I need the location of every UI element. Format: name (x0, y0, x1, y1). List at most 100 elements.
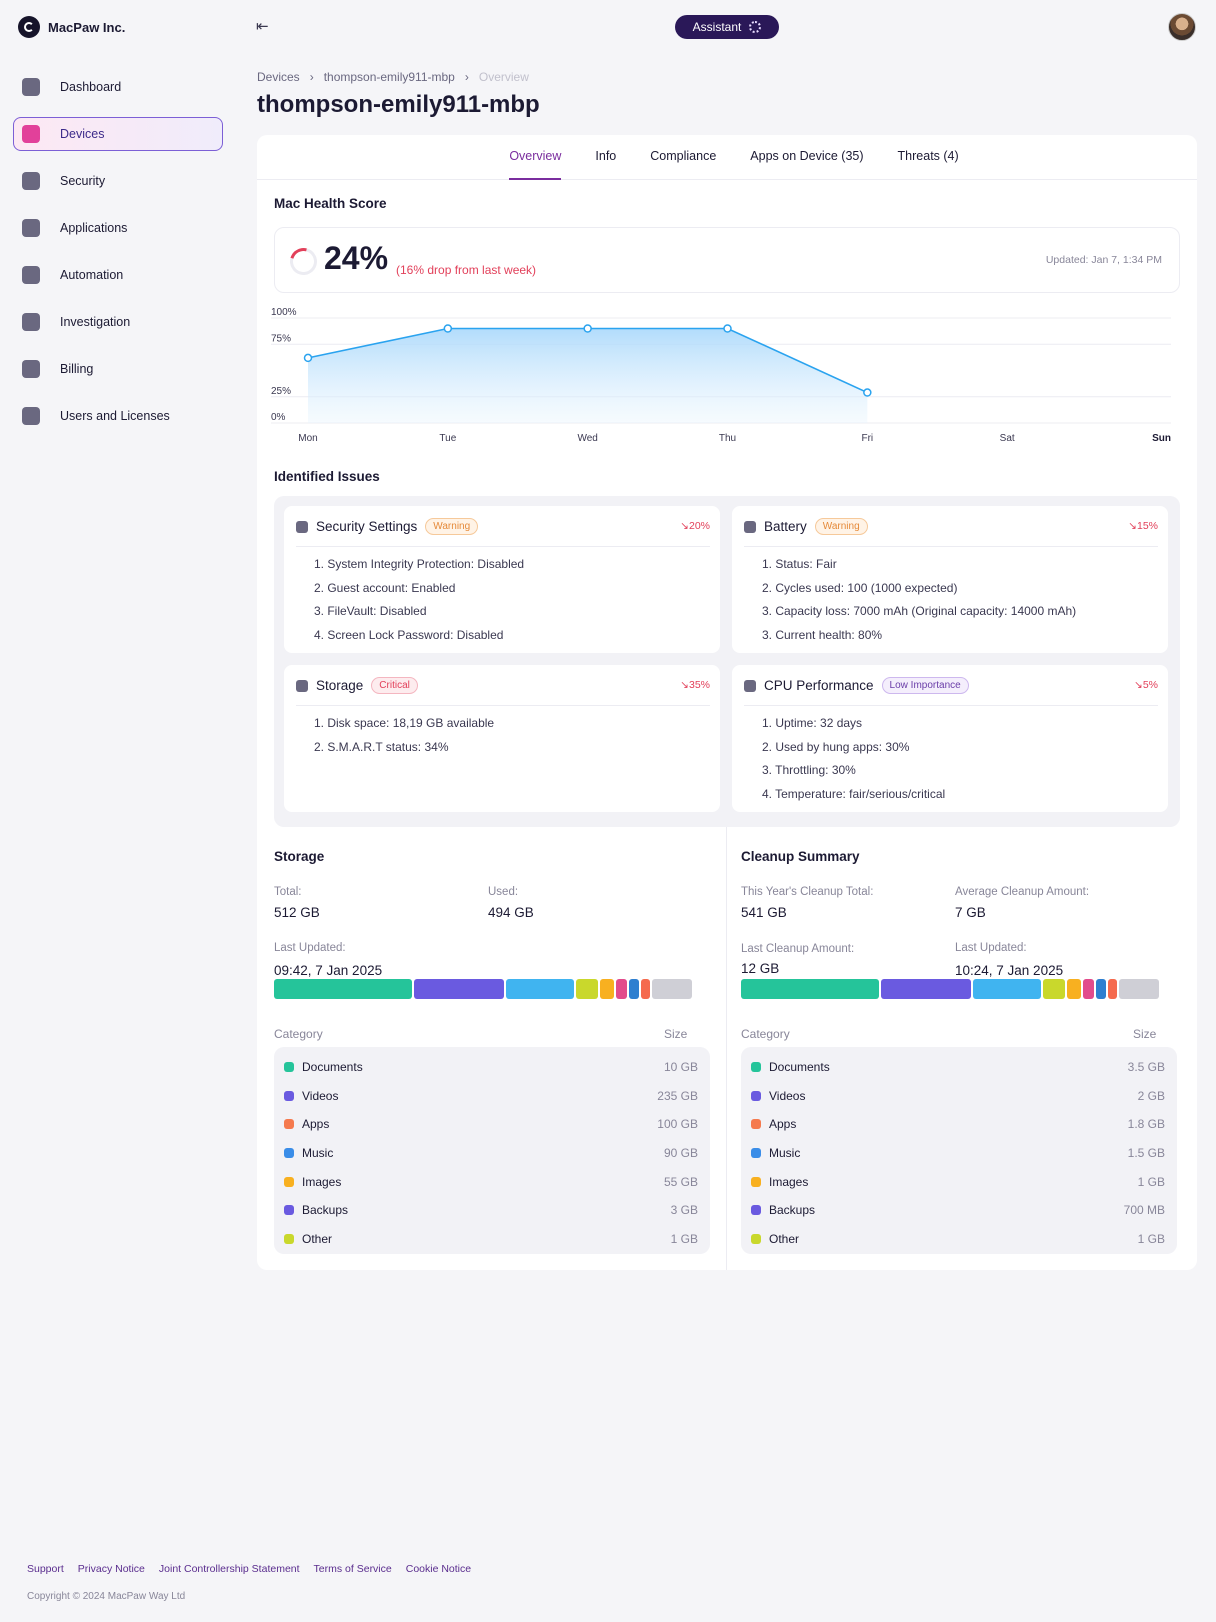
assistant-label: Assistant (692, 20, 742, 34)
cpu-icon (744, 679, 756, 692)
category-color-swatch (751, 1062, 761, 1073)
tab-bar: Overview Info Compliance Apps on Device … (257, 135, 1197, 180)
data-point[interactable] (723, 324, 732, 333)
breadcrumb-current: Overview (478, 70, 529, 84)
category-name: Backups (769, 1203, 816, 1218)
category-name: Documents (302, 1060, 363, 1075)
data-point[interactable] (583, 324, 592, 333)
list-item: 2. S.M.A.R.T status: 34% (314, 739, 449, 754)
list-item: 3. Throttling: 30% (762, 763, 856, 777)
category-name: Videos (769, 1088, 806, 1103)
list-item: Documents 10 GB (274, 1053, 710, 1082)
list-item: 4. Screen Lock Password: Disabled (314, 627, 504, 642)
collapse-sidebar-icon[interactable]: ⇤ (256, 18, 269, 35)
tab-overview[interactable]: Overview (509, 135, 562, 180)
storage-heading: Storage (274, 849, 325, 864)
issue-trend: ↘20% (680, 520, 710, 532)
cleanup-last-amount: 12 GB (741, 961, 780, 976)
sparkle-icon (749, 21, 762, 33)
list-item: 2. Cycles used: 100 (1000 expected) (762, 580, 958, 595)
issue-card-storage[interactable]: Storage Critical ↘35% 1. Disk space: 18,1… (284, 665, 720, 812)
footer-links: Support Privacy Notice Joint Controllers… (27, 1563, 471, 1575)
cleanup-updated-label: Last Updated: (955, 942, 1027, 954)
sidebar-item-billing[interactable]: Billing (13, 352, 223, 386)
status-badge: Warning (425, 518, 479, 535)
company-logo[interactable]: MacPaw Inc. (18, 16, 125, 38)
x-tick-label: Thu (719, 433, 736, 444)
status-badge: Low Importance (881, 677, 969, 694)
assistant-button[interactable]: Assistant (675, 15, 779, 39)
issue-card-battery[interactable]: Battery Warning ↘15% 1. Status: Fair 2. C… (732, 506, 1168, 653)
category-name: Music (769, 1146, 801, 1161)
category-color-swatch (284, 1148, 294, 1159)
y-tick-label: 0% (271, 412, 286, 423)
cleanup-heading: Cleanup Summary (741, 849, 860, 864)
device-overview-card: Overview Info Compliance Apps on Device … (257, 135, 1197, 1270)
sidebar-item-dashboard[interactable]: Dashboard (13, 70, 223, 104)
data-point[interactable] (443, 324, 453, 333)
category-name: Images (302, 1174, 342, 1189)
usage-bar-segment (1119, 979, 1159, 999)
sidebar: Dashboard Devices Security Applications … (13, 70, 223, 446)
category-color-swatch (284, 1176, 294, 1187)
sidebar-item-applications[interactable]: Applications (13, 211, 223, 245)
footer-link-cookies[interactable]: Cookie Notice (405, 1563, 472, 1575)
issue-title: Storage (316, 678, 364, 693)
tab-threats[interactable]: Threats (4) (897, 149, 959, 163)
list-item: Apps 1.8 GB (741, 1110, 1177, 1139)
trend-down-icon: ↘ (680, 520, 689, 532)
tab-compliance[interactable]: Compliance (650, 149, 717, 163)
sidebar-item-users-and-licenses[interactable]: Users and Licenses (13, 399, 223, 433)
category-column-header: Category (741, 1027, 790, 1041)
battery-icon (744, 520, 756, 533)
sidebar-item-devices[interactable]: Devices (13, 117, 223, 151)
issue-trend: ↘5% (1134, 679, 1158, 691)
category-name: Other (302, 1231, 333, 1246)
macpaw-logo-icon (18, 16, 40, 38)
series-area (308, 328, 868, 423)
category-size: 10 GB (663, 1060, 698, 1075)
footer-link-privacy[interactable]: Privacy Notice (77, 1563, 145, 1575)
issue-card-cpu-performance[interactable]: CPU Performance Low Importance ↘5% 1. Upt… (732, 665, 1168, 812)
breadcrumb-device[interactable]: thompson-emily911-mbp (323, 70, 455, 84)
storage-updated: 09:42, 7 Jan 2025 (274, 963, 383, 978)
list-item: Documents 3.5 GB (741, 1053, 1177, 1082)
category-size: 2 GB (1137, 1088, 1165, 1103)
data-point[interactable] (863, 388, 872, 397)
cleanup-category-list: Documents 3.5 GB Videos 2 GB Apps 1.8 GB Music… (741, 1047, 1177, 1254)
category-color-swatch (751, 1176, 761, 1187)
category-name: Videos (302, 1088, 339, 1103)
issues-panel: Security Settings Warning ↘20% 1. System … (274, 496, 1180, 827)
list-item: Music 1.5 GB (741, 1139, 1177, 1168)
category-name: Apps (769, 1117, 797, 1132)
trend-value: 20% (688, 520, 710, 532)
trend-value: 5% (1142, 679, 1158, 691)
footer-link-support[interactable]: Support (27, 1563, 64, 1575)
cleanup-updated: 10:24, 7 Jan 2025 (955, 963, 1064, 978)
usage-bar-segment (741, 979, 879, 999)
data-point[interactable] (303, 353, 313, 363)
divider (296, 705, 710, 706)
usage-bar-segment (1083, 979, 1094, 999)
tab-info[interactable]: Info (595, 149, 617, 163)
footer-link-terms[interactable]: Terms of Service (313, 1563, 392, 1575)
issue-details: 1. Status: Fair 2. Cycles used: 100 (100… (762, 557, 1076, 651)
trend-down-icon: ↘ (1134, 679, 1143, 691)
x-tick-label: Fri (861, 433, 873, 444)
id-card-icon (22, 407, 40, 425)
health-chart: 100% 75% 25% 0% Mon Tue Wed Thu Fri Sat Sun (271, 307, 1171, 444)
sidebar-item-label: Dashboard (60, 80, 122, 94)
divider (744, 546, 1158, 547)
tab-apps-on-device[interactable]: Apps on Device (35) (750, 149, 864, 163)
sidebar-item-security[interactable]: Security (13, 164, 223, 198)
footer-link-joint-controllership[interactable]: Joint Controllership Statement (158, 1563, 300, 1575)
sidebar-item-investigation[interactable]: Investigation (13, 305, 223, 339)
list-item: 1. Uptime: 32 days (762, 716, 863, 730)
avatar[interactable] (1168, 13, 1196, 41)
breadcrumb-devices[interactable]: Devices (257, 70, 300, 84)
issue-card-security-settings[interactable]: Security Settings Warning ↘20% 1. System … (284, 506, 720, 653)
sidebar-item-automation[interactable]: Automation (13, 258, 223, 292)
trend-down-icon: ↘ (1128, 520, 1137, 532)
sidebar-item-label: Applications (60, 221, 128, 235)
cleanup-year-label: This Year's Cleanup Total: (741, 886, 874, 898)
